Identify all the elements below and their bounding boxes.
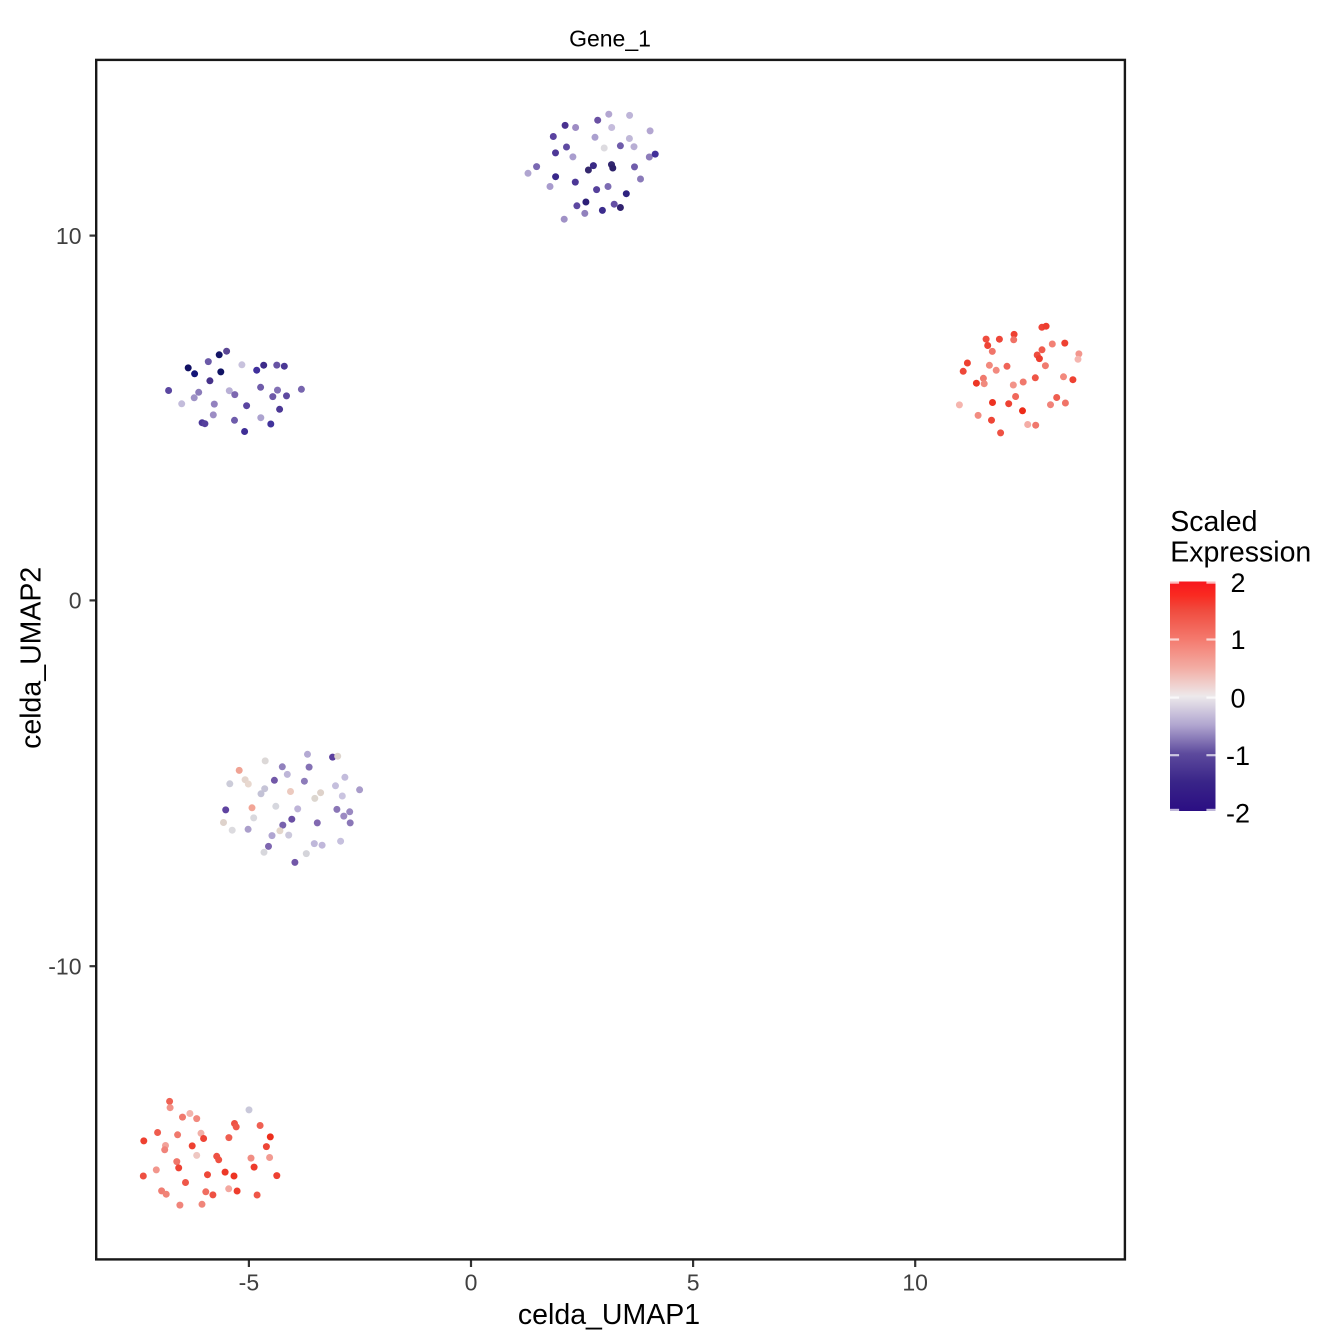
svg-text:-2: -2 [1226,799,1250,829]
svg-text:2: 2 [1230,568,1245,598]
svg-text:0: 0 [69,588,82,614]
svg-text:0: 0 [1230,683,1245,713]
svg-text:-1: -1 [1226,741,1250,771]
svg-text:Gene_1: Gene_1 [569,26,651,52]
svg-text:5: 5 [687,1270,700,1296]
svg-text:Expression: Expression [1170,536,1311,568]
svg-text:-10: -10 [48,954,81,980]
svg-text:0: 0 [465,1270,478,1296]
svg-text:celda_UMAP2: celda_UMAP2 [16,567,48,749]
svg-text:10: 10 [56,223,82,249]
svg-text:celda_UMAP1: celda_UMAP1 [518,1299,700,1331]
svg-text:Scaled: Scaled [1170,506,1257,538]
svg-text:10: 10 [902,1270,928,1296]
svg-text:1: 1 [1230,625,1245,655]
svg-text:-5: -5 [239,1270,259,1296]
